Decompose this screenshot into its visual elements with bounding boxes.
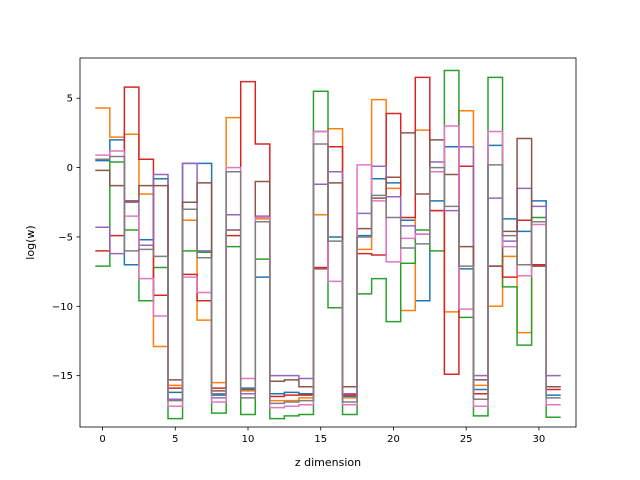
x-tick-label: 0 (99, 434, 105, 445)
x-tick-label: 30 (533, 434, 546, 445)
x-tick-label: 15 (314, 434, 327, 445)
y-tick-label: 0 (67, 163, 73, 174)
y-axis: −15 −10 −5 0 5 (52, 94, 80, 382)
y-tick-label: −15 (52, 371, 73, 382)
y-tick-label: −5 (58, 232, 73, 243)
y-tick-label: −10 (52, 302, 73, 313)
series-8-line (95, 143, 561, 405)
x-axis: 0 5 10 15 20 25 30 (99, 427, 545, 445)
series-layer (95, 69, 561, 420)
x-tick-label: 10 (242, 434, 255, 445)
x-tick-label: 5 (172, 434, 178, 445)
x-axis-label: z dimension (295, 456, 361, 469)
y-axis-label: log(w) (24, 225, 37, 259)
x-tick-label: 20 (387, 434, 400, 445)
y-tick-label: 5 (67, 94, 73, 105)
plot-frame (79, 57, 577, 428)
x-tick-label: 25 (460, 434, 473, 445)
